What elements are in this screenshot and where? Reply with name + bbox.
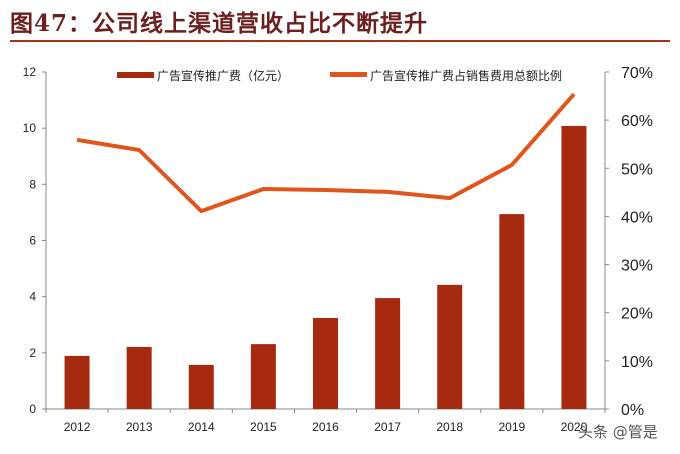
left-tick-label: 12 [23, 65, 37, 79]
legend-swatch-line [330, 72, 367, 77]
legend-label-line: 广告宣传推广费占销售费用总额比例 [370, 68, 562, 83]
bar-2017 [375, 298, 401, 409]
x-tick-label: 2014 [188, 420, 215, 434]
right-tick-label: 20% [621, 306, 653, 323]
right-tick-label: 0% [621, 402, 644, 419]
right-tick-label: 50% [621, 161, 653, 178]
bar-2014 [188, 364, 214, 409]
x-tick-label: 2020 [561, 420, 588, 434]
x-tick-label: 2015 [250, 420, 277, 434]
right-tick-label: 40% [621, 209, 653, 226]
right-tick-label: 60% [621, 113, 653, 130]
bar-2020 [561, 125, 587, 410]
bar-2019 [499, 214, 525, 409]
x-tick-label: 2018 [436, 420, 463, 434]
left-tick-label: 10 [23, 121, 37, 135]
bar-2012 [64, 355, 90, 409]
left-tick-label: 4 [29, 290, 36, 304]
left-tick-label: 8 [29, 177, 36, 191]
x-tick-label: 2013 [126, 420, 153, 434]
bar-2015 [250, 344, 276, 409]
right-tick-label: 30% [621, 258, 653, 275]
bar-2018 [437, 284, 463, 409]
x-tick-label: 2019 [498, 420, 525, 434]
x-tick-label: 2016 [312, 420, 339, 434]
right-tick-label: 10% [621, 354, 653, 371]
left-tick-label: 0 [29, 402, 36, 416]
legend-swatch-bar [117, 72, 154, 78]
left-tick-label: 6 [29, 234, 36, 248]
bar-2013 [126, 346, 152, 409]
x-tick-label: 2017 [374, 420, 401, 434]
watermark: 头条 @管是 [578, 423, 658, 441]
figure-title: 图47：公司线上渠道营收占比不断提升 [10, 10, 429, 37]
x-tick-label: 2012 [64, 420, 91, 434]
right-tick-label: 70% [621, 65, 653, 82]
legend-label-bar: 广告宣传推广费（亿元） [157, 68, 289, 83]
left-tick-label: 2 [29, 346, 36, 360]
title-divider [10, 40, 670, 42]
ratio-line [76, 92, 576, 214]
bar-2016 [313, 318, 338, 409]
